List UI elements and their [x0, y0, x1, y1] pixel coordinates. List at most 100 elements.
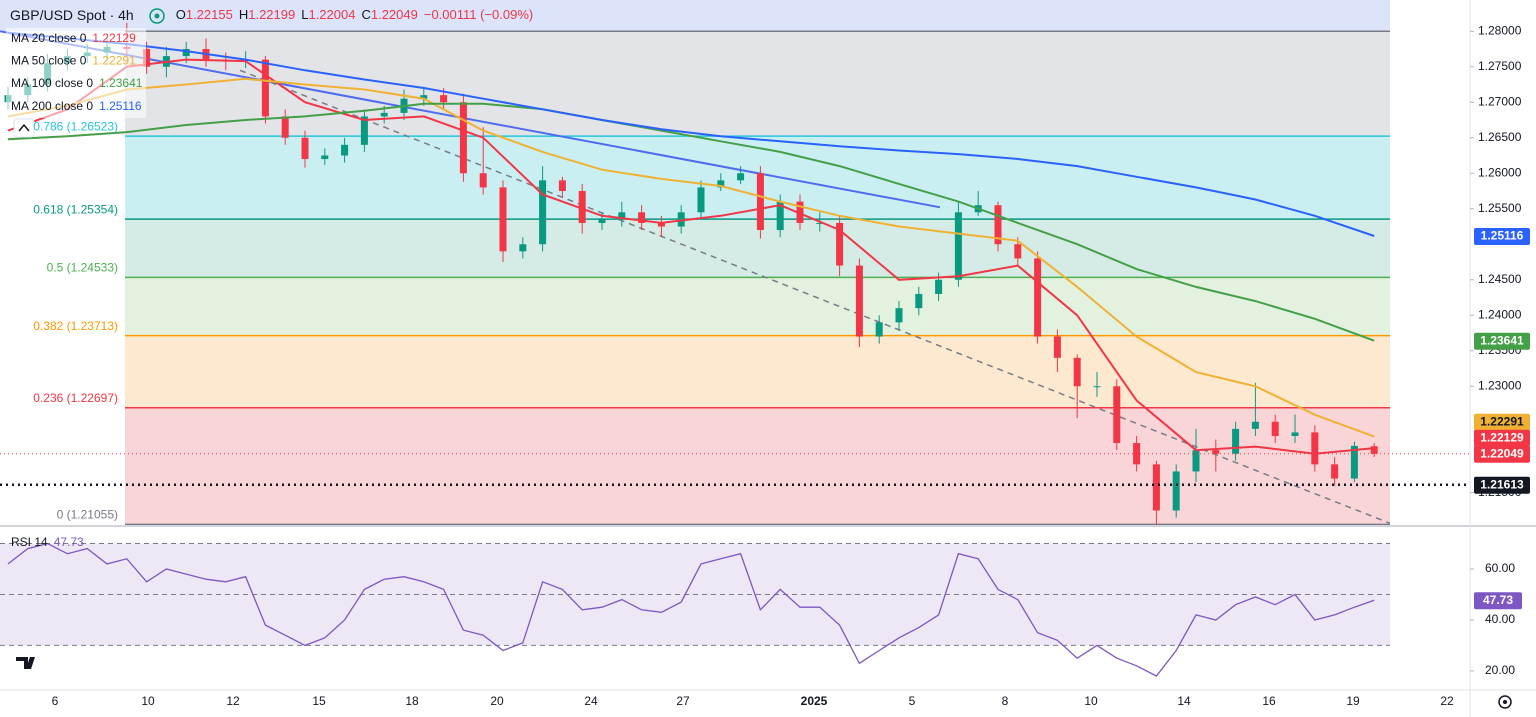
ohlc-value: 1.22199	[248, 7, 295, 22]
candle-body	[420, 95, 428, 99]
candle-body	[1212, 450, 1220, 454]
candle-body	[281, 116, 289, 138]
candle	[915, 286, 923, 316]
moving-average-line	[7, 102, 1375, 342]
candle-body	[499, 187, 507, 252]
candle	[1251, 382, 1259, 436]
candle-body	[301, 137, 309, 160]
ohlc-value: 1.22004	[308, 7, 355, 22]
legend-name: MA 20 close 0	[11, 31, 87, 45]
price-change: −0.00111 (−0.09%)	[424, 7, 533, 22]
fib-label: 0.382 (1.23713)	[33, 319, 118, 333]
candle	[261, 56, 269, 124]
candle	[1350, 441, 1358, 483]
candle	[994, 201, 1002, 252]
fib-zone	[125, 277, 1390, 336]
x-tick-label: 2025	[801, 694, 828, 708]
eye-toggle[interactable]	[149, 8, 165, 24]
candle	[459, 93, 467, 182]
legend-entry: MA 100 close 0 1.23641	[11, 76, 143, 90]
candle	[360, 109, 368, 152]
collapse-legend-button[interactable]	[13, 118, 35, 138]
x-tick-label: 24	[584, 694, 598, 708]
x-tick-label: 10	[141, 694, 155, 708]
legend-name: MA 50 close 0	[11, 54, 87, 68]
fib-zone	[125, 407, 1390, 525]
candle	[539, 166, 547, 252]
candle	[1053, 329, 1061, 373]
trend-line	[0, 30, 941, 209]
settings-button[interactable]	[1498, 695, 1512, 709]
y-tick-label: 40.00	[1485, 612, 1515, 626]
price-badge	[1474, 228, 1530, 246]
candle-body	[1271, 421, 1279, 436]
candle-body	[1073, 357, 1081, 387]
ohlc-label: O	[176, 7, 186, 22]
candle-body	[915, 293, 923, 309]
price-badge-label: 1.23641	[1480, 333, 1524, 347]
candle-body	[519, 244, 527, 252]
candle-body	[638, 212, 646, 223]
x-tick-label: 20	[490, 694, 504, 708]
candle-body	[539, 180, 547, 245]
y-tick-label: 1.27500	[1478, 59, 1522, 73]
candle-body	[558, 180, 566, 191]
candle-body	[1034, 258, 1042, 337]
candle	[1192, 428, 1200, 483]
candle	[519, 237, 527, 259]
legend-name: MA 200 close 0	[11, 99, 93, 113]
x-tick-label: 15	[312, 694, 326, 708]
candle-body	[578, 190, 586, 223]
fib-label: 0.5 (1.24533)	[47, 261, 118, 275]
candle	[281, 109, 289, 145]
candle-body	[935, 279, 943, 294]
ohlc-label: C	[361, 7, 370, 22]
candle-body	[1350, 445, 1358, 479]
candle	[301, 130, 309, 168]
x-tick-label: 8	[1002, 694, 1009, 708]
candle	[677, 205, 685, 234]
tradingview-logo[interactable]	[16, 657, 35, 669]
candle	[618, 201, 626, 227]
y-tick-label: 1.28000	[1478, 23, 1522, 37]
candle	[1113, 379, 1121, 451]
y-tick-label: 1.27000	[1478, 94, 1522, 108]
eye-icon	[149, 8, 165, 24]
candle	[1152, 460, 1160, 525]
candle-body	[895, 308, 903, 323]
y-tick-label: 1.25500	[1478, 201, 1522, 215]
candle	[875, 315, 883, 344]
candle-body	[875, 322, 883, 337]
fib-label: 0 (1.21055)	[57, 508, 118, 522]
candle	[697, 180, 705, 220]
candle	[1311, 425, 1319, 472]
legend-name: MA 100 close 0	[11, 76, 93, 90]
candle-body	[1192, 450, 1200, 472]
candle	[420, 86, 428, 106]
price-badge-label: 1.22291	[1480, 414, 1524, 428]
x-tick-label: 19	[1346, 694, 1360, 708]
ohlc-value: 1.22155	[186, 7, 233, 22]
x-tick-label: 16	[1262, 694, 1276, 708]
candle-body	[360, 116, 368, 145]
fib-label: 0.786 (1.26523)	[33, 119, 118, 133]
x-tick-label: 10	[1084, 694, 1098, 708]
y-tick-label: 1.24500	[1478, 272, 1522, 286]
eye-pupil	[154, 13, 160, 19]
candle	[717, 173, 725, 191]
x-tick-label: 18	[405, 694, 419, 708]
candle	[954, 201, 962, 287]
candle-body	[994, 205, 1002, 245]
candle-body	[717, 180, 725, 188]
candle	[796, 194, 804, 231]
rsi-legend: RSI 14 47.73	[11, 535, 84, 549]
fib-zone	[125, 335, 1390, 408]
candle-body	[1113, 386, 1121, 444]
x-tick-label: 5	[909, 694, 916, 708]
candle-body	[1093, 386, 1101, 388]
legend-value: 1.22129	[92, 31, 136, 45]
candle	[836, 215, 844, 277]
legend-entry: MA 50 close 0 1.22291	[11, 54, 136, 68]
top-zone	[0, 0, 1390, 32]
candle-body	[677, 212, 685, 227]
